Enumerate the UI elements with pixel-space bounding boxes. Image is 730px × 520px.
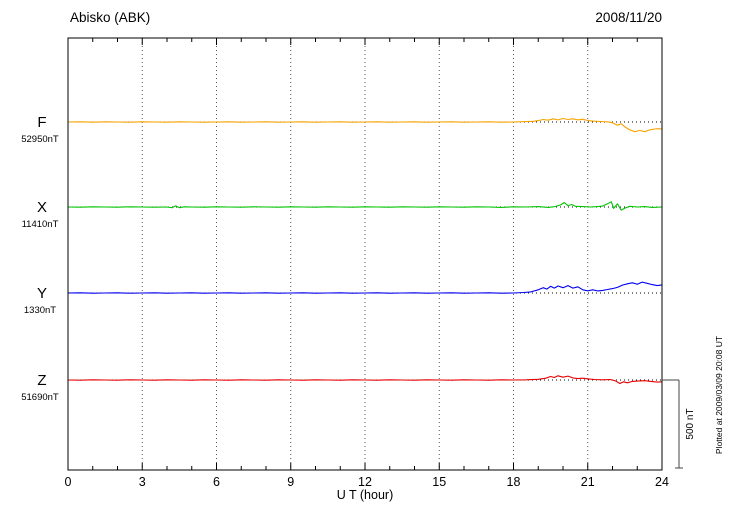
x-tick-label: 6 — [213, 475, 220, 489]
scale-bar-label: 500 nT — [685, 408, 696, 439]
x-tick-label: 18 — [507, 475, 521, 489]
x-tick-label: 0 — [65, 475, 72, 489]
x-tick-label: 24 — [655, 475, 669, 489]
plot-frame — [67, 37, 663, 471]
component-label-F: F — [37, 114, 46, 131]
x-tick-label: 9 — [287, 475, 294, 489]
component-label-Y: Y — [37, 285, 47, 302]
component-label-X: X — [37, 199, 47, 216]
baseline-value-Y: 1330nT — [24, 305, 56, 316]
baseline-value-Z: 51690nT — [21, 392, 59, 403]
plotted-at-note: Plotted at 2009/03/09 20:08 UT — [714, 336, 724, 454]
station-title: Abisko (ABK) — [70, 10, 150, 25]
trace-Z — [67, 375, 663, 385]
trace-Y — [67, 281, 663, 294]
x-tick-label: 3 — [139, 475, 146, 489]
x-tick-label: 21 — [581, 475, 595, 489]
xaxis-label: U T (hour) — [337, 488, 394, 502]
x-tick-label: 15 — [432, 475, 446, 489]
baseline-value-F: 52950nT — [21, 134, 59, 145]
trace-F — [67, 117, 663, 133]
plot-dynamic-layer: 0 3 6 9 12 15 18 21 24 F 52950nT X 11410nT Y 1330nT Z 51… — [21, 37, 683, 489]
trace-X — [67, 201, 663, 211]
component-label-Z: Z — [37, 372, 46, 389]
baseline-value-X: 11410nT — [22, 219, 59, 230]
date-label: 2008/11/20 — [595, 10, 662, 25]
x-tick-label: 12 — [358, 475, 372, 489]
